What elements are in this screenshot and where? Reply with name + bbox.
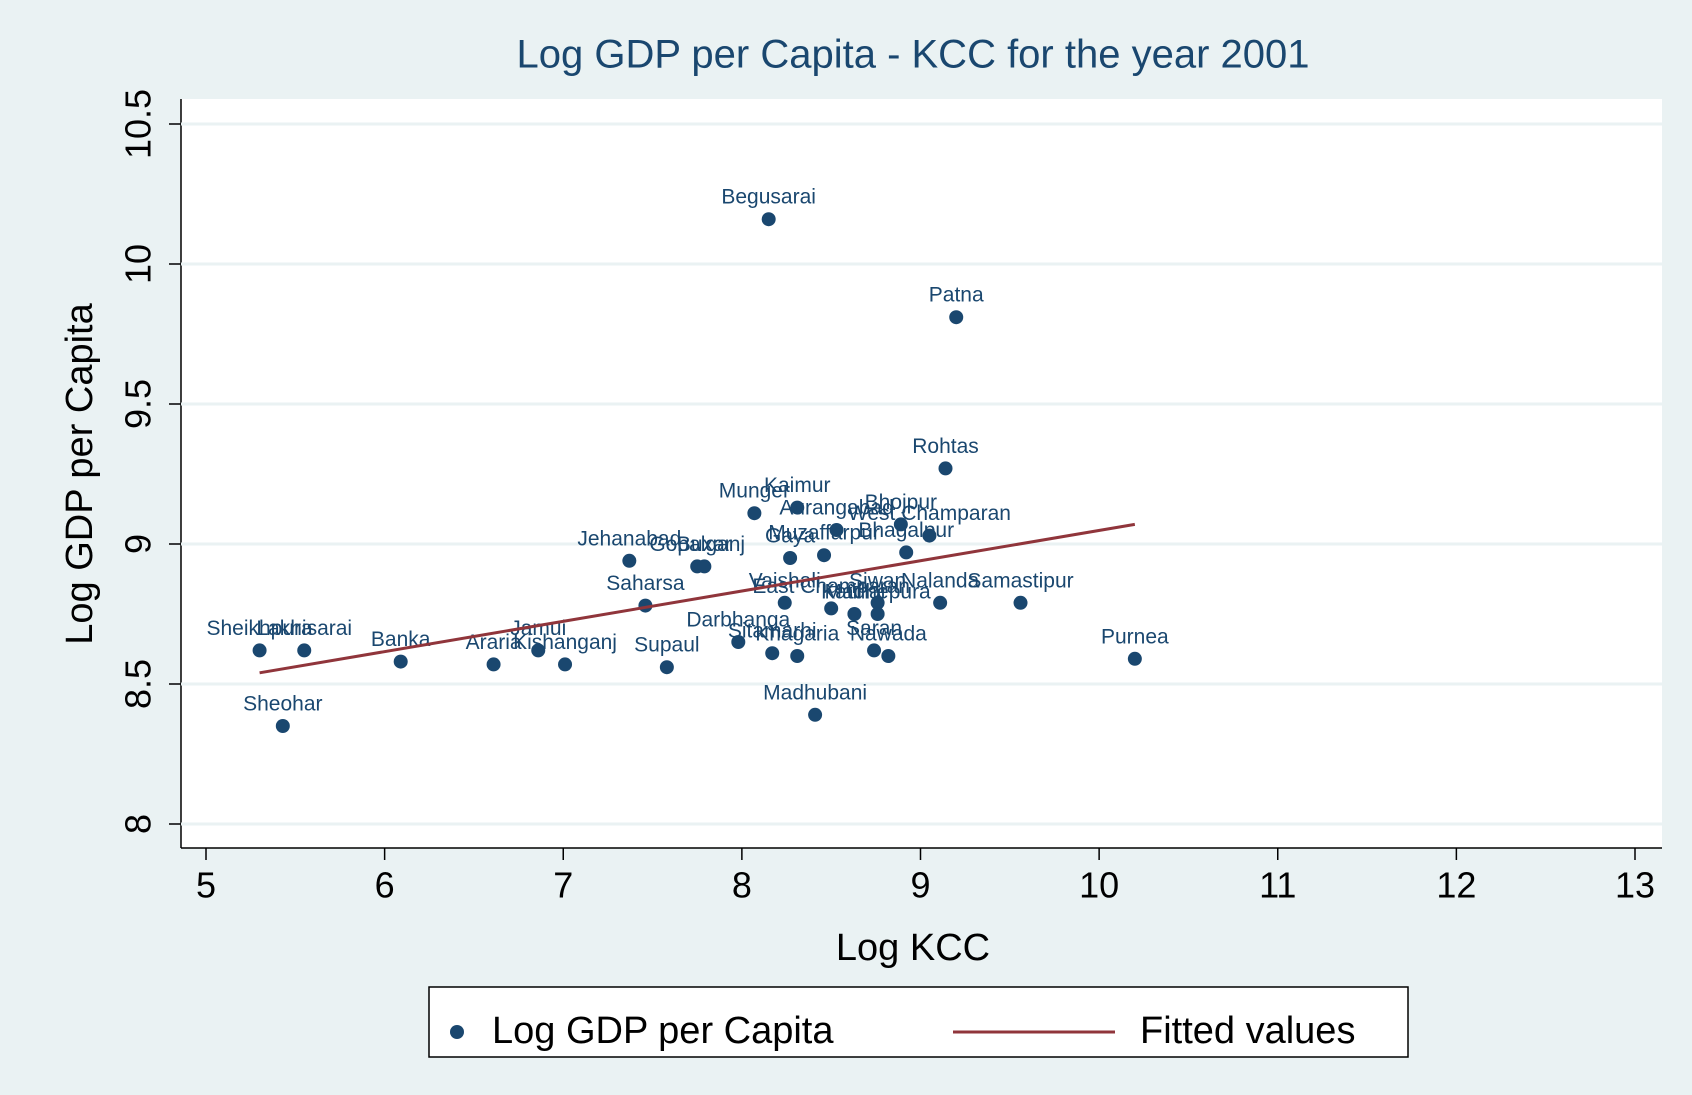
point [783, 551, 798, 565]
point [933, 595, 948, 610]
y-tick-label: 8.5 [118, 659, 159, 709]
legend-label: Fitted values [1140, 1010, 1355, 1052]
point-label: Rohtas [912, 435, 979, 458]
point [697, 559, 712, 574]
x-tick-label: 9 [910, 865, 930, 906]
point [659, 660, 674, 675]
point-label: Saharsa [606, 572, 685, 595]
point-label: Madhepura [825, 581, 932, 604]
point [731, 635, 746, 649]
point [949, 310, 964, 325]
y-tick-label: 10.5 [118, 89, 159, 159]
x-axis-label: Log KCC [836, 927, 990, 969]
x-tick-label: 7 [553, 865, 573, 906]
point-label: Kaimur [764, 474, 831, 497]
point-label: West Champaran [848, 502, 1011, 525]
point-label: Darbhanga [686, 609, 790, 632]
point [765, 646, 780, 661]
point-label: East Champaran [752, 575, 910, 598]
fitted-line [259, 522, 1136, 675]
point [1127, 651, 1142, 666]
point [393, 654, 408, 669]
point [938, 461, 953, 476]
x-tick-label: 13 [1615, 865, 1655, 906]
point [899, 545, 914, 560]
y-tick-label: 9 [118, 534, 159, 554]
point-label: Khagaria [755, 623, 839, 646]
point [817, 548, 832, 563]
legend-label: Log GDP per Capita [492, 1010, 834, 1052]
point [829, 523, 844, 537]
point-label: Begusarai [721, 186, 816, 209]
x-tick-label: 12 [1436, 865, 1476, 906]
y-axis-label: Log GDP per Capita [59, 302, 101, 644]
point [558, 657, 573, 672]
point [881, 649, 896, 663]
point [922, 528, 937, 543]
x-tick-label: 11 [1259, 865, 1296, 906]
plot-area [181, 99, 1662, 848]
point-label: Munger [719, 480, 790, 503]
point [486, 657, 501, 672]
point-label: Muzaffarpur [768, 522, 880, 545]
legend-marker [450, 1025, 464, 1039]
point [870, 595, 885, 610]
x-tick-label: 5 [196, 865, 216, 906]
point [790, 500, 805, 515]
point [893, 517, 908, 532]
point-label: Aurangabad [779, 497, 893, 520]
point [824, 601, 839, 616]
point-label: Saran [846, 617, 902, 640]
y-tick-label: 9.5 [118, 379, 159, 429]
point-label: Gaya [765, 525, 816, 548]
point [275, 719, 290, 733]
point-label: Sitamarhi [728, 620, 817, 643]
legend [428, 986, 1409, 1058]
point-label: Patna [929, 284, 984, 307]
point [531, 643, 546, 658]
point [622, 553, 637, 568]
x-tick-label: 6 [375, 865, 395, 906]
point [790, 649, 805, 663]
point [808, 707, 823, 722]
x-tick-label: 10 [1079, 865, 1119, 906]
point-label: Gopalganj [649, 533, 745, 556]
point-label: Purnea [1101, 625, 1169, 648]
point-label: Lakhisarai [256, 617, 352, 640]
point [847, 607, 862, 621]
x-tick-label: 8 [732, 865, 752, 906]
point-label: Sheikhpura [206, 617, 313, 640]
point [777, 595, 792, 610]
y-tick-label: 8 [118, 814, 159, 834]
point-label: Bhagalpur [858, 519, 954, 542]
point-label: Kishanganj [513, 631, 617, 654]
point [1013, 595, 1028, 610]
y-tick-label: 10 [118, 244, 159, 284]
point [867, 643, 882, 658]
point-label: Siwan [849, 569, 906, 592]
point [761, 212, 776, 227]
point [297, 643, 312, 658]
point-label: Buxar [677, 533, 732, 556]
point-label: Nalanda [901, 569, 980, 592]
point [870, 607, 885, 621]
point-label: Samastipur [967, 569, 1073, 592]
point-label: Katihar [821, 581, 888, 604]
point-label: Supaul [634, 634, 699, 657]
point-label: Jehanabad [577, 527, 681, 550]
point-label: Bhojpur [865, 491, 937, 514]
point-label: Sheohar [243, 693, 322, 716]
chart-title: Log GDP per Capita - KCC for the year 20… [516, 33, 1309, 77]
point-label: Nawada [850, 623, 927, 646]
point [747, 506, 762, 521]
point-label: Madhubani [763, 681, 867, 704]
point [252, 643, 267, 658]
